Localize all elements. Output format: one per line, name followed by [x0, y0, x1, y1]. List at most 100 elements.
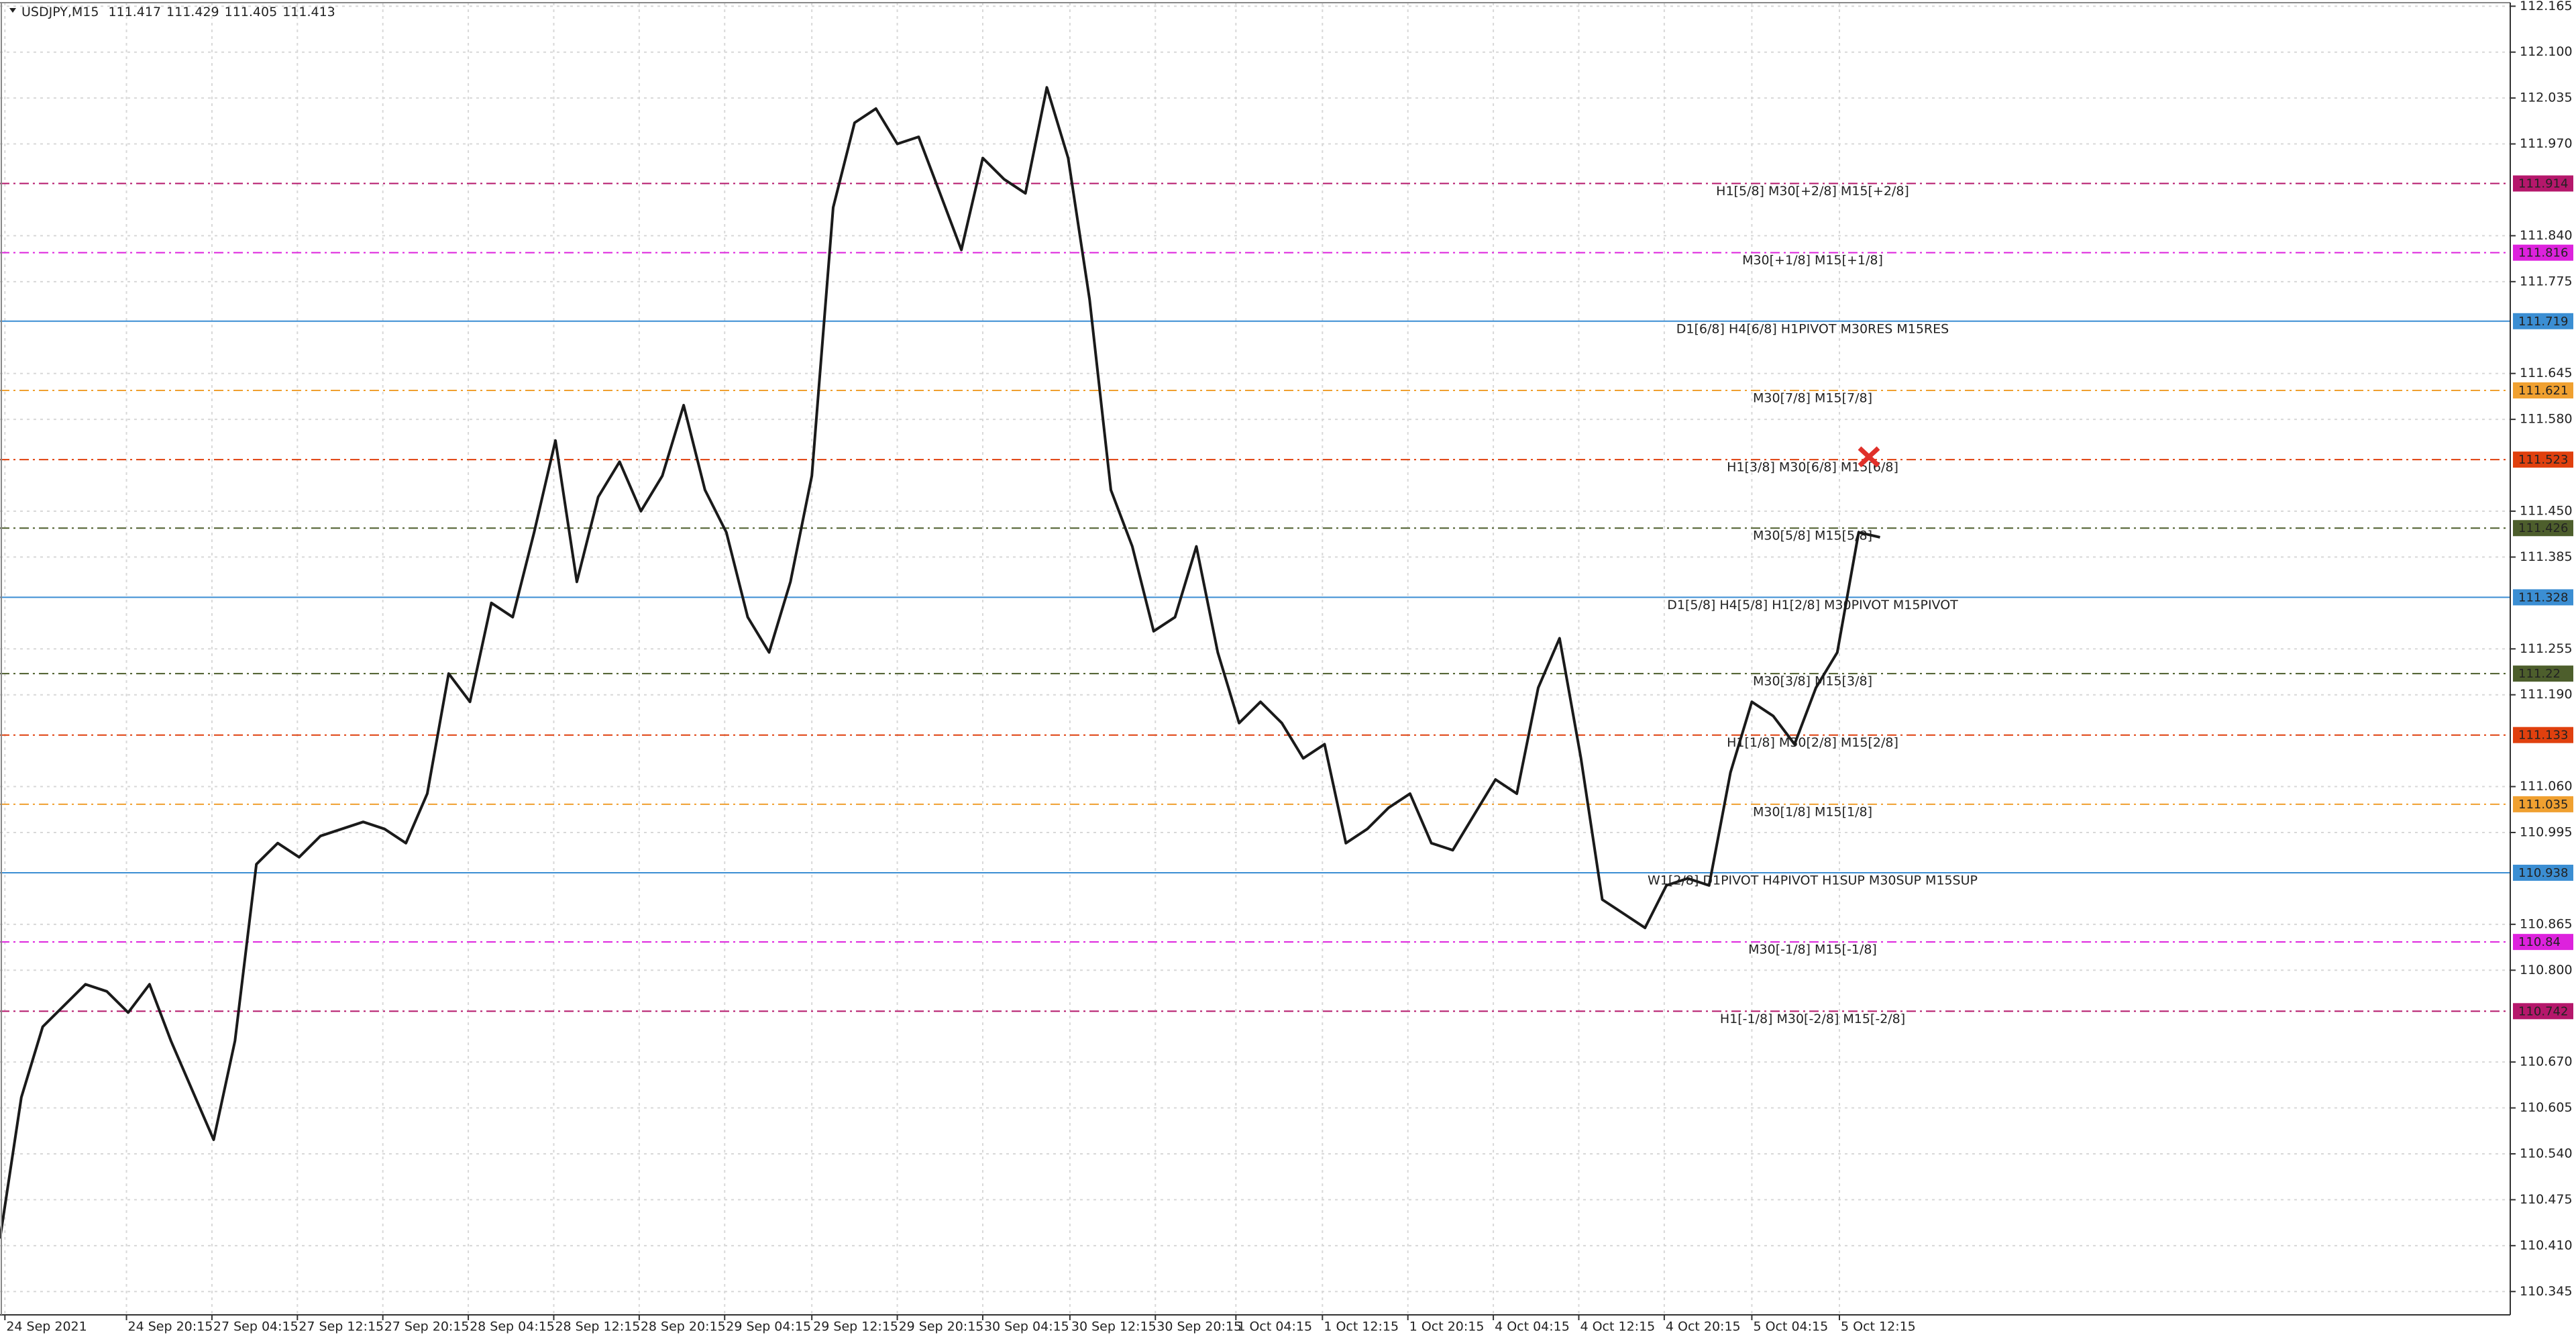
price-tag [2513, 451, 2573, 468]
price-tag [2513, 934, 2573, 951]
y-tick-label: 111.840 [2520, 228, 2573, 243]
x-tick-label: 1 Oct 04:15 [1237, 1320, 1312, 1334]
level-label: M30[-1/8] M15[-1/8] [1748, 943, 1877, 957]
y-tick-label: 111.060 [2520, 779, 2573, 794]
price-tag-label: 111.328 [2518, 590, 2568, 604]
levels: H1[5/8] M30[+2/8] M15[+2/8] M30[+1/8] M15… [0, 182, 2510, 1026]
level-label: M30[+1/8] M15[+1/8] [1742, 253, 1883, 268]
level-label: D1[5/8] H4[5/8] H1[2/8] M30PIVOT M15PIVO… [1667, 598, 1958, 612]
x-tick-label: 30 Sep 12:15 [1071, 1320, 1157, 1334]
symbol: USDJPY,M15 [21, 5, 99, 19]
level-label: M30[5/8] M15[5/8] [1753, 529, 1872, 543]
y-tick-label: 111.580 [2520, 412, 2573, 427]
price-tag [2513, 244, 2573, 261]
x-tick-label: 4 Oct 04:15 [1495, 1320, 1570, 1334]
high: 111.429 [166, 5, 219, 19]
header: USDJPY,M15 111.417 111.429 111.405 111.413 [9, 5, 335, 19]
level-label: H1[5/8] M30[+2/8] M15[+2/8] [1716, 184, 1909, 199]
price-tag [2513, 796, 2573, 812]
close: 111.413 [282, 5, 335, 19]
x-tick-label: 5 Oct 12:15 [1841, 1320, 1916, 1334]
x-tick-label: 27 Sep 04:15 [213, 1320, 299, 1334]
price-tag-label: 111.523 [2518, 453, 2568, 467]
y-tick-label: 112.165 [2520, 0, 2573, 13]
menu-triangle [9, 8, 16, 13]
grid [0, 3, 2510, 1315]
level-label: M30[1/8] M15[1/8] [1753, 804, 1872, 819]
arrow-object [1858, 446, 1880, 468]
x-tick-label: 24 Sep 20:15 [128, 1320, 213, 1334]
price-tag-label: 111.621 [2518, 384, 2568, 398]
x-tick-label: 29 Sep 12:15 [813, 1320, 898, 1334]
price-tag [2513, 864, 2573, 881]
price-tag-label: 111.035 [2518, 798, 2568, 812]
y-tick-label: 112.100 [2520, 44, 2573, 59]
price-tag-label: 111.816 [2518, 246, 2568, 260]
level-label: H1[1/8] M30[2/8] M15[2/8] [1727, 735, 1898, 750]
level-label: M30[3/8] M15[3/8] [1753, 674, 1872, 689]
price-tag-label: 110.84 [2518, 935, 2561, 949]
y-tick-label: 111.255 [2520, 641, 2573, 656]
x-tick-label: 28 Sep 12:15 [555, 1320, 640, 1334]
x-tick-label: 27 Sep 12:15 [299, 1320, 384, 1334]
x-tick-label: 5 Oct 04:15 [1753, 1320, 1828, 1334]
x-tick-label: 30 Sep 20:15 [1157, 1320, 1242, 1334]
plot [0, 86, 1880, 1239]
price-tag-label: 111.22 [2518, 667, 2561, 681]
x-tick-label: 4 Oct 20:15 [1666, 1320, 1741, 1334]
y-tick-label: 111.450 [2520, 503, 2573, 518]
price-tag-label: 110.742 [2518, 1004, 2568, 1018]
price-tag [2513, 313, 2573, 329]
price-tag [2513, 1003, 2573, 1020]
y-tick-label: 110.605 [2520, 1100, 2573, 1115]
x-tick-label: 29 Sep 04:15 [726, 1320, 811, 1334]
x-tick-label: 4 Oct 12:15 [1580, 1320, 1655, 1334]
price-tag [2513, 382, 2573, 398]
y-tick-label: 110.865 [2520, 916, 2573, 931]
header-text: USDJPY,M15 111.417 111.429 111.405 111.413 [21, 5, 335, 19]
low: 111.405 [225, 5, 278, 19]
y-tick-label: 111.190 [2520, 687, 2573, 702]
x-tick-label: 1 Oct 12:15 [1324, 1320, 1399, 1334]
price-tag [2513, 520, 2573, 537]
level-label: H1[3/8] M30[6/8] M15[6/8] [1727, 460, 1898, 475]
x-tick-label: 27 Sep 20:15 [384, 1320, 470, 1334]
level-label: W1[2/8] D1PIVOT H4PIVOT H1SUP M30SUP M15… [1648, 873, 1978, 888]
price-tag [2513, 727, 2573, 743]
x-tick-label: 24 Sep 2021 [6, 1320, 87, 1334]
level-label: M30[7/8] M15[7/8] [1753, 390, 1872, 405]
price-tag [2513, 589, 2573, 606]
x-tick-label: 30 Sep 04:15 [984, 1320, 1069, 1334]
cross-mark [1858, 446, 1880, 468]
y-tick-label: 111.645 [2520, 366, 2573, 380]
x-tick-label: 28 Sep 20:15 [641, 1320, 726, 1334]
price-line [0, 86, 1880, 1239]
price-tag [2513, 175, 2573, 192]
price-tag-label: 111.719 [2518, 315, 2568, 329]
price-tag-label: 110.938 [2518, 866, 2568, 880]
y-tick-label: 110.345 [2520, 1284, 2573, 1299]
x-tick-label: 1 Oct 20:15 [1409, 1320, 1485, 1334]
x-tick-label: 29 Sep 20:15 [899, 1320, 984, 1334]
y-tick-label: 110.670 [2520, 1055, 2573, 1069]
y-tick-label: 110.410 [2520, 1238, 2573, 1252]
y-tick-label: 111.775 [2520, 274, 2573, 288]
price-tag-label: 111.914 [2518, 177, 2568, 191]
y-tick-label: 110.475 [2520, 1192, 2573, 1207]
price-tag-label: 111.133 [2518, 729, 2568, 743]
y-tick-label: 110.800 [2520, 963, 2573, 977]
y-tick-label: 110.995 [2520, 824, 2573, 839]
y-tick-label: 111.970 [2520, 136, 2573, 151]
y-tick-label: 112.035 [2520, 91, 2573, 105]
level-label: D1[6/8] H4[6/8] H1PIVOT M30RES M15RES [1676, 321, 1949, 336]
open: 111.417 [108, 5, 161, 19]
price-tag [2513, 665, 2573, 682]
y-tick-label: 110.540 [2520, 1146, 2573, 1161]
x-tick-label: 28 Sep 04:15 [470, 1320, 555, 1334]
level-label: H1[-1/8] M30[-2/8] M15[-2/8] [1720, 1012, 1905, 1026]
y-tick-label: 111.385 [2520, 549, 2573, 564]
price-tag-label: 111.426 [2518, 521, 2568, 535]
